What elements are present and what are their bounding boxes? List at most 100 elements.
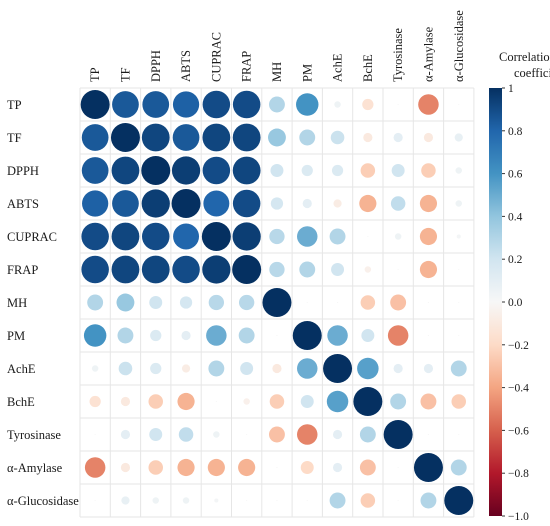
corr-circle (296, 93, 319, 116)
corr-circle (202, 156, 231, 185)
corr-circle (276, 334, 278, 337)
corr-circle (419, 227, 438, 246)
corr-circle (232, 156, 261, 185)
corr-circle (393, 363, 403, 374)
column-label: BchE (361, 54, 375, 82)
row-label: DPPH (7, 164, 39, 178)
row-label: Tyrosinase (7, 428, 61, 442)
row-label: MH (7, 296, 27, 310)
corr-circle (332, 429, 343, 440)
legend-title-line2: coefficient (514, 66, 550, 80)
corr-circle (149, 296, 163, 309)
row-label: AchE (7, 362, 36, 376)
corr-circle (455, 200, 462, 207)
row-label: CUPRAC (7, 230, 57, 244)
corr-circle (390, 393, 407, 410)
corr-circle (444, 486, 474, 515)
corr-circle (292, 321, 322, 350)
row-label: ABTS (7, 197, 39, 211)
corr-circle (243, 398, 250, 405)
row-label: BchE (7, 395, 35, 409)
corr-circle (112, 91, 139, 118)
corr-circle (397, 268, 399, 271)
colorbar (489, 88, 502, 516)
corr-circle (232, 90, 261, 119)
corr-circle (302, 198, 312, 209)
colorbar-tick-label: −0.4 (508, 383, 529, 395)
corr-circle (81, 255, 109, 284)
corr-circle (120, 462, 131, 473)
colorbar-tick-label: 0.6 (508, 169, 523, 181)
corr-circle (420, 393, 437, 410)
corr-circle (268, 128, 286, 147)
colorbar-tick-label: −0.8 (508, 468, 529, 480)
corr-circle (360, 493, 376, 508)
corr-circle (458, 334, 460, 337)
corr-circle (353, 387, 383, 416)
corr-circle (152, 497, 159, 504)
corr-circle (427, 334, 430, 337)
corr-circle (397, 103, 399, 106)
corr-circle (141, 255, 170, 284)
corr-circle (111, 222, 140, 251)
corr-circle (182, 497, 190, 504)
corr-circle (141, 123, 170, 152)
corr-circle (456, 234, 461, 239)
row-label: TF (7, 131, 22, 145)
corr-circle (150, 362, 162, 375)
corr-circle (121, 496, 130, 505)
corr-circle (171, 156, 201, 185)
corr-circle (306, 499, 308, 502)
column-label: AchE (331, 53, 345, 82)
corr-circle (246, 499, 248, 502)
corr-circle (331, 263, 345, 276)
colorbar-tick-label: 0.4 (508, 211, 523, 223)
corr-circle (148, 394, 163, 409)
row-label: FRAP (7, 263, 38, 277)
corr-circle (297, 424, 318, 445)
corr-circle (420, 492, 437, 509)
column-label: PM (300, 64, 314, 82)
corr-circle (299, 129, 316, 146)
corr-circle (270, 197, 284, 210)
corr-circle (178, 427, 194, 442)
corr-circle (150, 329, 162, 342)
corr-circle (458, 433, 460, 436)
corr-circle (203, 190, 230, 217)
colorbar-tick-label: 1 (508, 83, 514, 95)
corr-circle (172, 124, 200, 151)
corr-circle (269, 394, 285, 409)
corr-circle (413, 453, 443, 482)
corr-circle (387, 325, 409, 346)
corr-circle (451, 394, 466, 409)
corr-circle (181, 330, 191, 341)
corr-circle (330, 130, 345, 145)
corr-circle (458, 103, 460, 106)
corr-circle (397, 466, 399, 469)
corr-circle (148, 460, 163, 475)
corr-circle (117, 327, 134, 344)
corr-circle (111, 156, 140, 185)
corr-circle (301, 164, 313, 177)
corr-circle (207, 458, 225, 477)
column-label: TP (88, 67, 102, 82)
corr-circle (391, 164, 405, 177)
corr-circle (206, 325, 227, 346)
corr-circle (276, 466, 278, 469)
corr-circle (300, 461, 314, 474)
corr-circle (80, 90, 110, 119)
corr-circle (202, 123, 231, 152)
corr-circle (362, 98, 374, 111)
corr-circle (141, 156, 171, 185)
corr-circle (240, 362, 254, 375)
corr-circle (270, 164, 284, 177)
corr-circle (208, 360, 225, 377)
corr-circle (112, 190, 139, 217)
corr-circle (390, 196, 406, 211)
corr-circle (177, 392, 195, 411)
corr-circle (232, 123, 261, 152)
corr-circle (418, 94, 439, 115)
row-label: PM (7, 329, 25, 343)
corr-circle (269, 426, 285, 443)
corr-circle (427, 301, 430, 304)
